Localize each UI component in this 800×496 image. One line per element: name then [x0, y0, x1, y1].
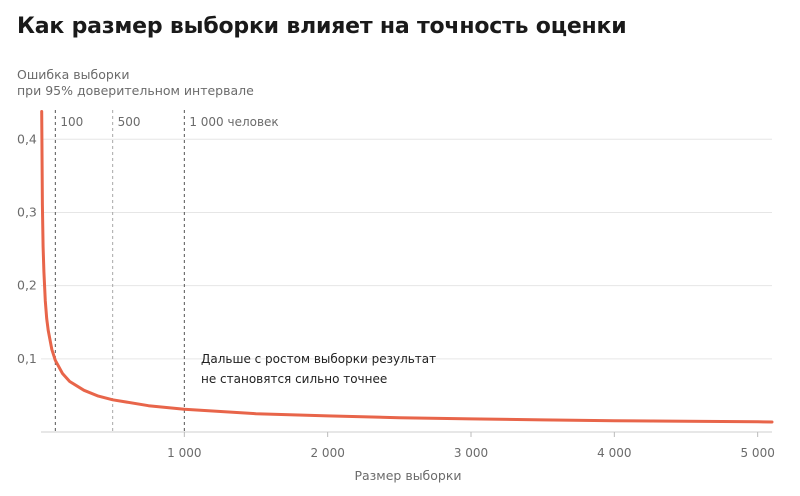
reference-line-label: 100 — [60, 115, 83, 129]
reference-line-label: 1 000 человек — [189, 115, 278, 129]
x-tick-label: 1 000 — [167, 446, 201, 460]
y-axis-label-line2: при 95% доверительном интервале — [17, 83, 254, 98]
y-axis-label: Ошибка выборки при 95% доверительном инт… — [17, 67, 254, 99]
x-axis-ticks: 1 000 2 000 3 000 4 000 5 000 — [167, 432, 775, 460]
series-line — [40, 110, 774, 424]
grid-lines — [41, 138, 772, 433]
reference-line-label: 500 — [118, 115, 141, 129]
y-tick-label: 0,4 — [17, 131, 37, 146]
x-tick-label: 4 000 — [597, 446, 631, 460]
y-tick-label: 0,1 — [17, 351, 37, 366]
annotation-line1: Дальше с ростом выборки результат — [201, 352, 436, 366]
chart-title: Как размер выборки влияет на точность оц… — [17, 14, 627, 39]
x-tick-label: 3 000 — [454, 446, 488, 460]
y-tick-label: 0,2 — [17, 278, 37, 293]
y-tick-label: 0,3 — [17, 204, 37, 219]
y-axis-ticks: 0,1 0,2 0,3 0,4 — [17, 131, 37, 366]
x-tick-label: 5 000 — [740, 446, 774, 460]
x-axis-title: Размер выборки — [354, 468, 461, 483]
annotation-line2: не становятся сильно точнее — [201, 372, 387, 386]
series-layer — [40, 110, 774, 424]
y-axis-label-line1: Ошибка выборки — [17, 67, 130, 82]
x-tick-label: 2 000 — [310, 446, 344, 460]
reference-lines: 100 500 1 000 человек — [54, 110, 279, 432]
